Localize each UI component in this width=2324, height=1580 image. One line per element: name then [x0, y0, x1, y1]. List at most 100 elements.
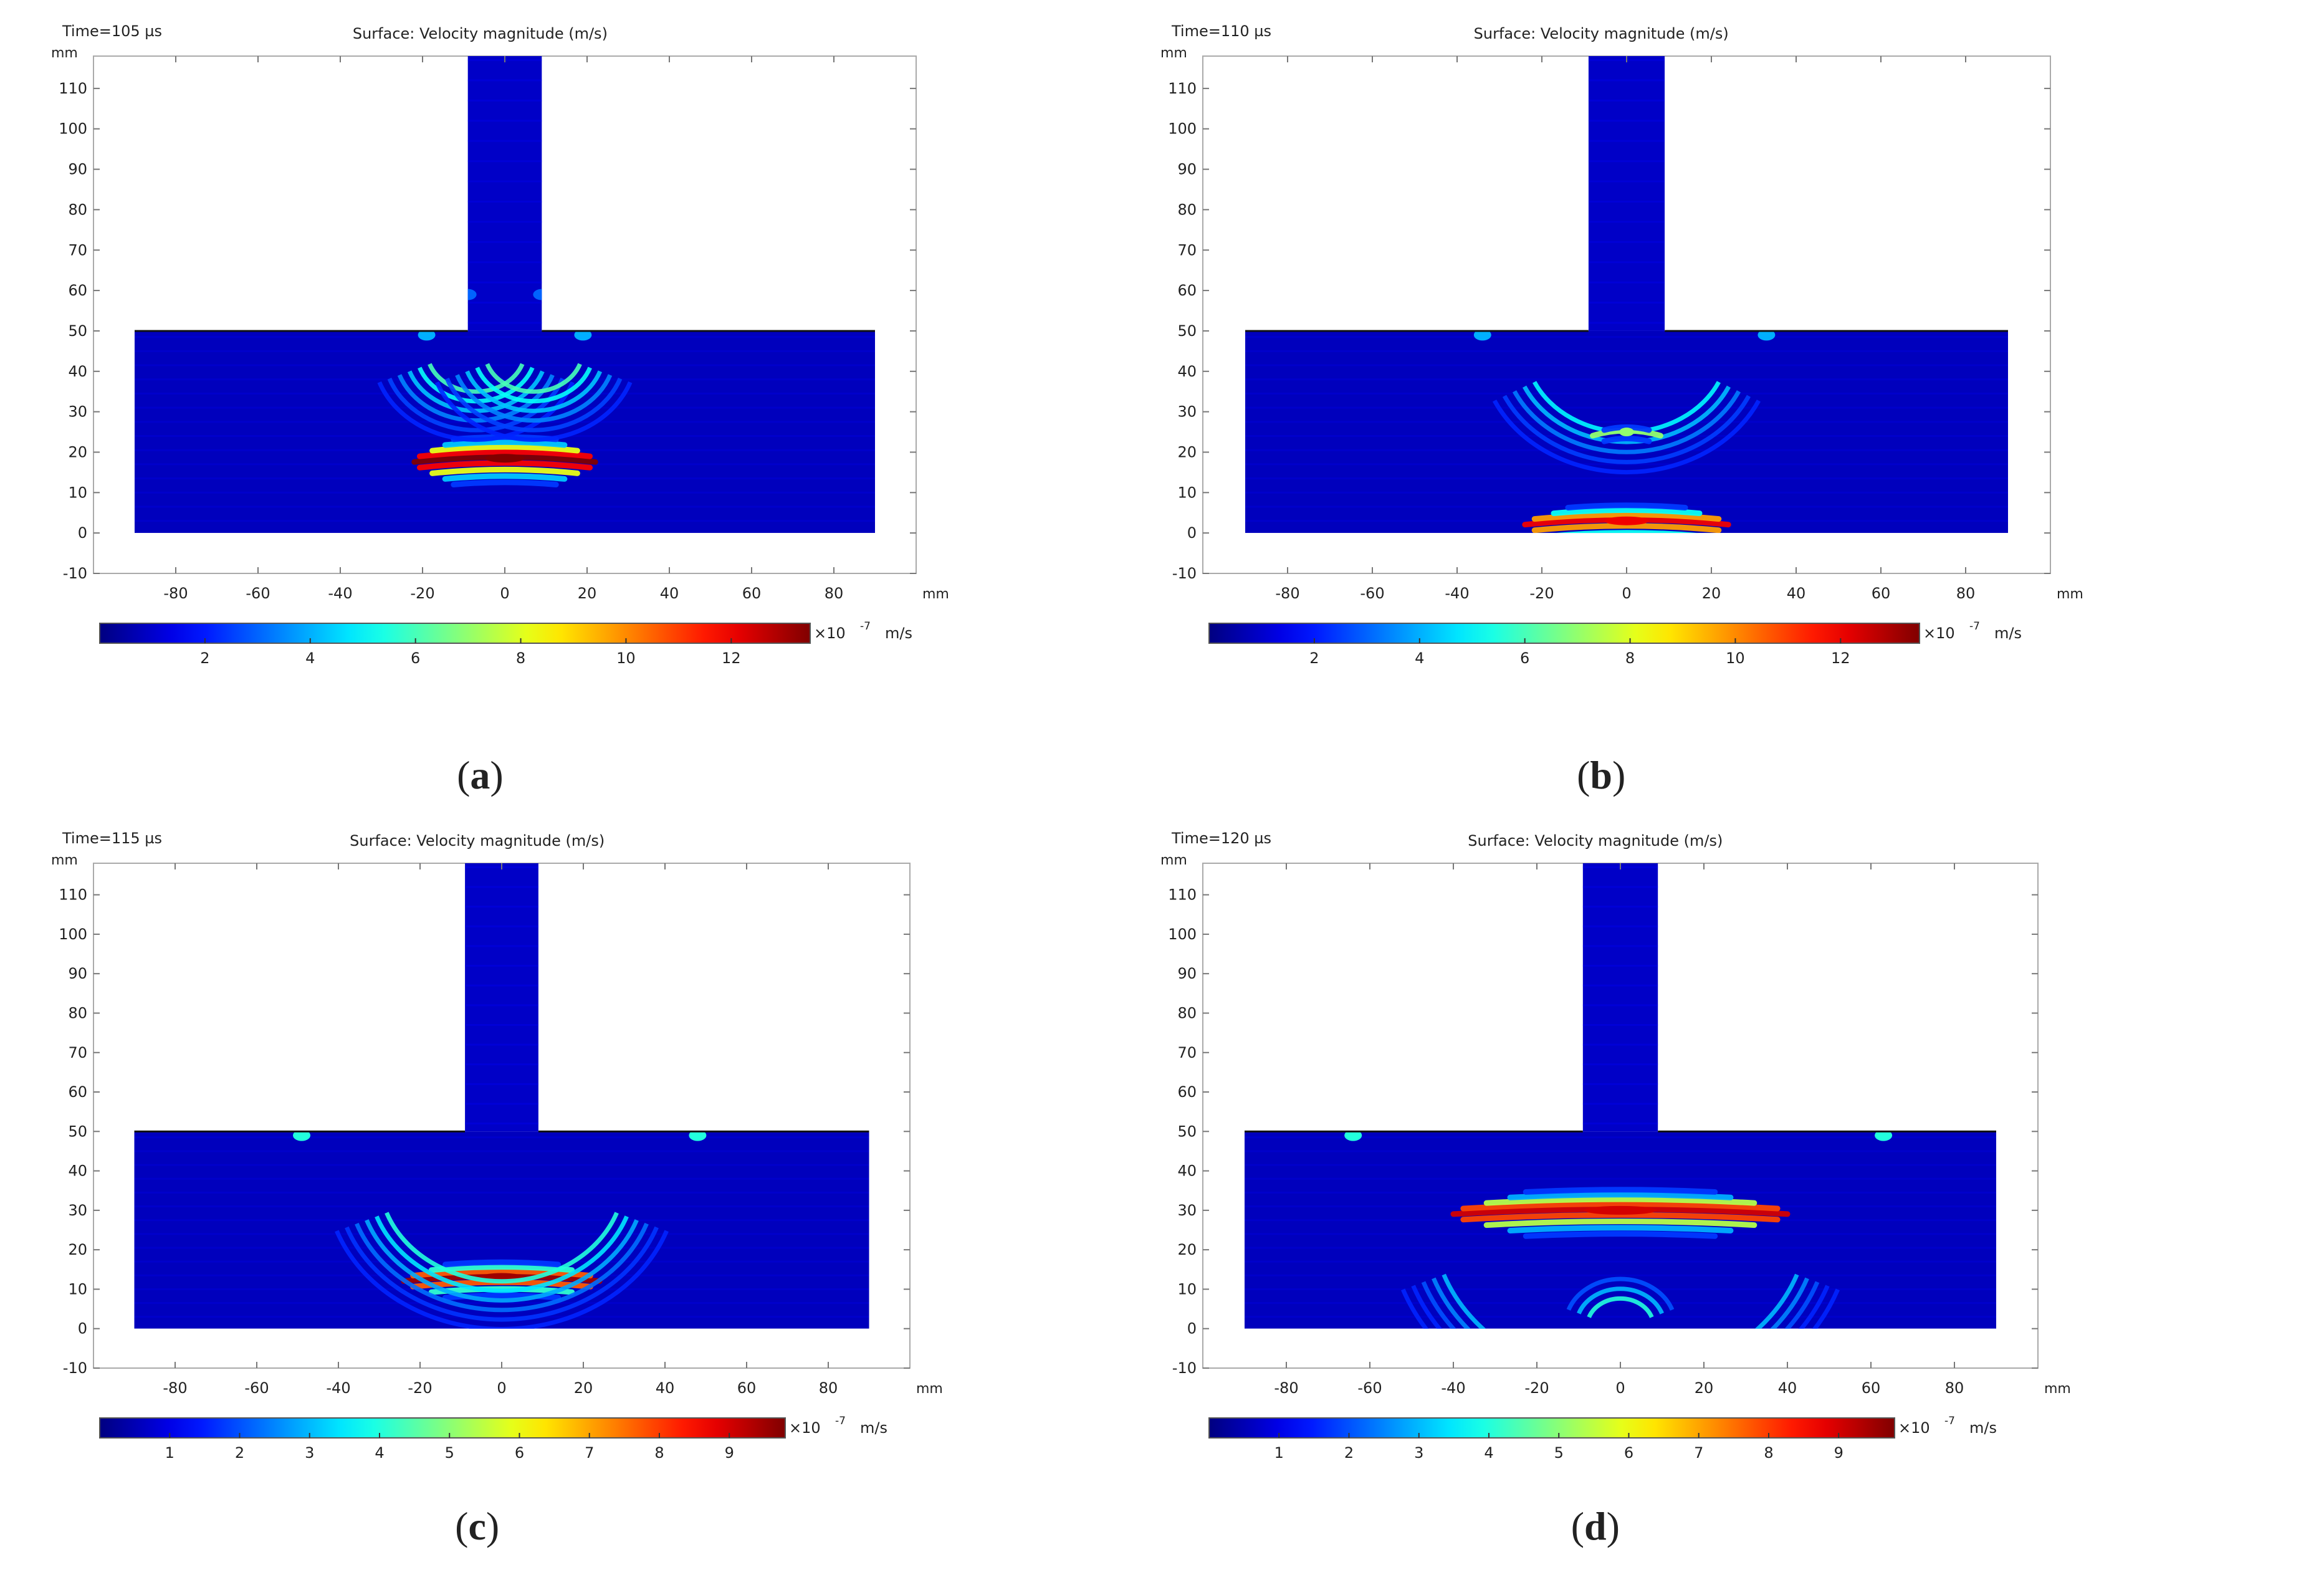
- chart-panel-a: Time=105 µs Surface: Velocity magnitude (…: [51, 22, 949, 797]
- wave-arc: [1492, 400, 1761, 475]
- panel-caption: (b): [1577, 753, 1625, 797]
- wave-band: [1531, 512, 1722, 522]
- colorbar: 1 2 3 4 5 6 7 8 9 ×10 -7 m/s: [99, 1415, 887, 1462]
- focus-peak: [1619, 428, 1634, 437]
- colorbar-tick-label: 9: [725, 1444, 734, 1462]
- panel-caption: (d): [1571, 1504, 1620, 1548]
- x-tick-label: -80: [1274, 1379, 1298, 1397]
- colorbar-exponent: ×10: [789, 1419, 821, 1437]
- edge-spot: [1875, 1129, 1893, 1141]
- wave-band: [416, 460, 593, 471]
- chart-panel-d: Time=120 µs Surface: Velocity magnitude (…: [1160, 830, 2071, 1548]
- wave-arc: [355, 1222, 649, 1313]
- wave-arc: [365, 1219, 639, 1303]
- wave-arc: [1587, 1296, 1654, 1318]
- colorbar-tick-label: 6: [411, 649, 420, 667]
- y-tick-label: 20: [1177, 443, 1197, 461]
- colorbar-gradient: [99, 623, 811, 644]
- caption-paren: ): [490, 753, 503, 797]
- y-tick-label: 50: [1177, 322, 1197, 340]
- caption-letter: c: [468, 1504, 485, 1548]
- y-tick-label: 90: [1177, 965, 1197, 982]
- domain-base: [135, 330, 875, 534]
- colorbar-tick-label: 8: [654, 1444, 664, 1462]
- y-tick-label: 30: [68, 1202, 87, 1219]
- y-tick-label: 10: [1177, 484, 1197, 501]
- x-tick-label: -20: [1524, 1379, 1549, 1397]
- colorbar-unit: m/s: [885, 625, 912, 642]
- y-tick-label: 100: [59, 926, 87, 943]
- y-tick-label: 10: [68, 1280, 87, 1298]
- velocity-field: [135, 56, 875, 534]
- y-tick-label: 0: [1187, 524, 1197, 542]
- colorbar-gradient: [99, 1417, 786, 1439]
- colorbar: 1 2 3 4 5 6 7 8 9 ×10 -7 m/s: [1208, 1415, 1997, 1462]
- y-axis-unit: mm: [1160, 853, 1187, 868]
- caption-letter: b: [1590, 753, 1612, 797]
- x-tick-label: 60: [742, 585, 762, 602]
- caption-paren: (: [457, 753, 470, 797]
- x-tick-label: -60: [244, 1379, 269, 1397]
- y-tick-label: -10: [1172, 565, 1197, 582]
- y-tick-label: 30: [1177, 1202, 1197, 1219]
- colorbar-tick-label: 12: [1831, 649, 1850, 667]
- y-tick-label: 100: [59, 120, 87, 138]
- x-tick-label: 40: [1778, 1379, 1797, 1397]
- time-label: Time=115 µs: [62, 830, 162, 847]
- colorbar-tick-label: 10: [616, 649, 636, 667]
- x-tick-label: -40: [328, 585, 352, 602]
- wave-arc: [385, 1212, 619, 1284]
- y-tick-label: 20: [68, 1241, 87, 1258]
- panel-caption: (a): [457, 753, 504, 797]
- focus-peak: [485, 454, 525, 463]
- wave-band: [1460, 1201, 1781, 1212]
- y-tick-label: 60: [1177, 282, 1197, 299]
- y-tick-label: 80: [1177, 201, 1197, 218]
- wave-arc: [1577, 1286, 1664, 1314]
- x-tick-label: 80: [1956, 585, 1976, 602]
- focus-peak: [1584, 1205, 1657, 1215]
- wave-band: [429, 444, 580, 454]
- y-tick-label: 70: [1177, 241, 1197, 259]
- x-tick-label: -80: [163, 585, 188, 602]
- y-tick-label: 70: [68, 241, 87, 259]
- x-tick-label: -60: [246, 585, 270, 602]
- edge-spot: [418, 329, 436, 341]
- wave-arc: [335, 1230, 669, 1329]
- colorbar-tick-label: 6: [1520, 649, 1529, 667]
- colorbar-tick-label: 6: [1624, 1444, 1633, 1462]
- y-tick-label: 60: [68, 1083, 87, 1101]
- y-tick-label: 90: [1177, 161, 1197, 178]
- wave-band: [1601, 424, 1652, 433]
- x-axis-unit: mm: [2044, 1381, 2071, 1397]
- y-tick-label: 0: [1187, 1320, 1197, 1338]
- colorbar-tick-label: 1: [1274, 1444, 1284, 1462]
- y-tick-label: -10: [63, 1359, 87, 1377]
- x-tick-label: 0: [497, 1379, 506, 1397]
- caption-paren: (: [1571, 1504, 1584, 1548]
- x-tick-label: 40: [660, 585, 679, 602]
- colorbar-tick-label: 6: [515, 1444, 524, 1462]
- wave-arc: [397, 374, 555, 423]
- colorbar-tick-label: 12: [722, 649, 741, 667]
- wave-band: [428, 1264, 575, 1273]
- x-tick-label: 80: [1945, 1379, 1964, 1397]
- colorbar-tick-label: 1: [165, 1444, 175, 1462]
- y-tick-label: 90: [68, 161, 87, 178]
- velocity-field: [134, 863, 869, 1329]
- wave-band: [1565, 502, 1688, 510]
- colorbar-unit: m/s: [1969, 1419, 1997, 1437]
- wave-arc: [455, 374, 613, 423]
- colorbar-exponent-power: -7: [835, 1415, 846, 1427]
- panel-caption: (c): [455, 1504, 499, 1548]
- y-tick-label: -10: [1172, 1359, 1197, 1377]
- colorbar-exponent: ×10: [1923, 625, 1955, 642]
- caption-paren: ): [1607, 1504, 1620, 1548]
- colorbar-tick-label: 3: [305, 1444, 314, 1462]
- y-tick-label: 0: [78, 1320, 87, 1338]
- colorbar-tick-label: 8: [1625, 649, 1635, 667]
- x-tick-label: -60: [1357, 1379, 1382, 1397]
- wave-band: [1523, 1187, 1718, 1195]
- colorbar-tick-label: 7: [585, 1444, 594, 1462]
- colorbar-exponent-power: -7: [1944, 1415, 1955, 1427]
